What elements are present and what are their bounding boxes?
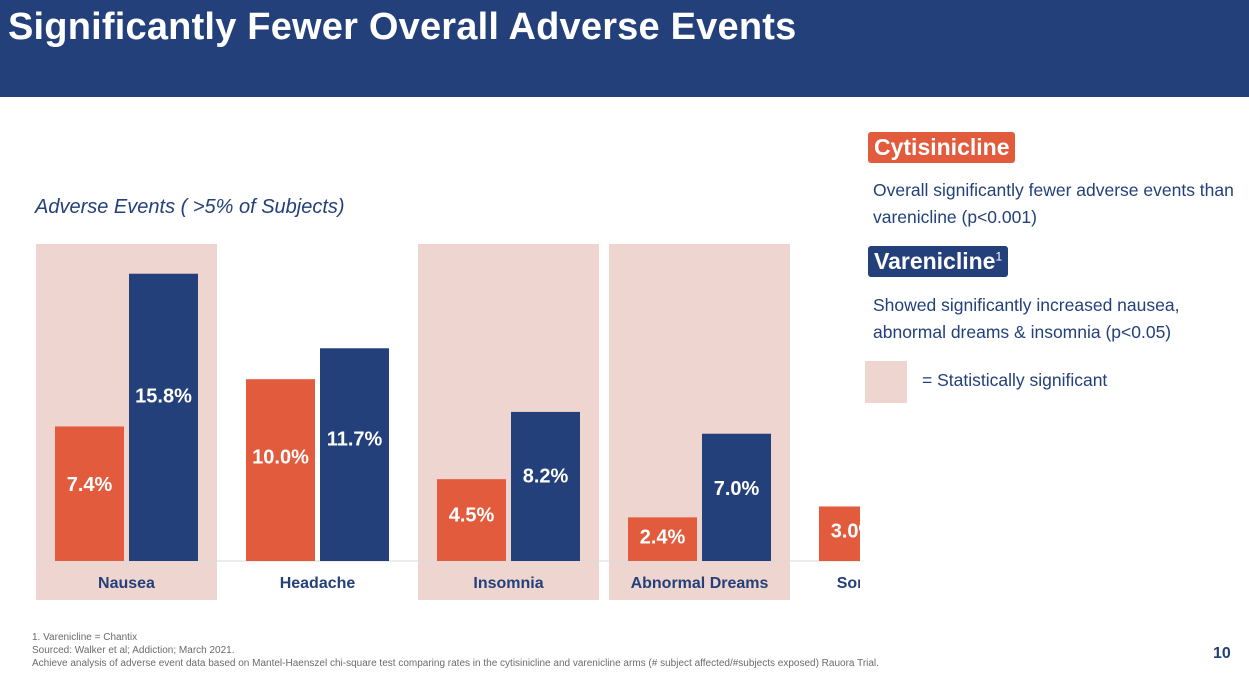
bar-varenicline [702, 433, 771, 561]
footnote-line: Achieve analysis of adverse event data b… [32, 658, 879, 669]
legend-cytisinicline-label: Cytisinicline [874, 134, 1010, 160]
bar-chart: 7.4% 15.8% Nausea 10.0% 11.7% Headache 4.5% 8.2… [36, 244, 860, 600]
data-label: 8.2% [523, 466, 569, 488]
data-label: 11.7% [327, 429, 383, 451]
data-label: 7.0% [714, 478, 760, 500]
page-title: Significantly Fewer Overall Adverse Even… [8, 6, 797, 48]
bar-cytisinicline [246, 379, 315, 561]
bar-cytisinicline [437, 479, 506, 561]
legend-varenicline: Varenicline1 [868, 246, 1009, 277]
page-number: 10 [1213, 645, 1231, 662]
bar-cytisinicline [55, 426, 124, 561]
footnote-line: Sourced: Walker et al; Addiction; March … [32, 645, 235, 656]
category-label: Abnormal Dreams [631, 575, 769, 592]
data-label: 3.0% [831, 520, 860, 542]
bar-cytisinicline [628, 517, 697, 561]
legend-varenicline-footnote-mark: 1 [995, 249, 1003, 264]
category-label: Headache [280, 575, 356, 592]
category-label: Sore Stomach [837, 575, 860, 592]
data-label: 10.0% [252, 447, 309, 469]
data-label: 4.5% [449, 505, 495, 527]
significance-label: = Statistically significant [922, 370, 1108, 390]
category-label: Nausea [98, 575, 155, 592]
legend-varenicline-label: Varenicline [874, 248, 996, 274]
header-bar: Significantly Fewer Overall Adverse Even… [0, 0, 1249, 97]
data-label: 7.4% [67, 474, 113, 496]
varenicline-description: Showed significantly increased nausea, a… [873, 295, 1180, 342]
cytisinicline-description: Overall significantly fewer adverse even… [873, 180, 1234, 227]
bar-cytisinicline [819, 506, 860, 561]
footnotes: 1. Varenicline = Chantix Sourced: Walker… [32, 631, 879, 670]
data-label: 2.4% [640, 527, 686, 549]
bar-varenicline [511, 411, 580, 561]
legend-cytisinicline: Cytisinicline [868, 132, 1016, 163]
chart-subtitle: Adverse Events ( >5% of Subjects) [35, 196, 345, 218]
significance-swatch [865, 361, 907, 403]
bar-varenicline [129, 273, 198, 561]
footnote-line: 1. Varenicline = Chantix [32, 632, 138, 643]
data-label: 15.8% [135, 385, 192, 407]
category-label: Insomnia [473, 575, 543, 592]
bar-varenicline [320, 348, 389, 561]
